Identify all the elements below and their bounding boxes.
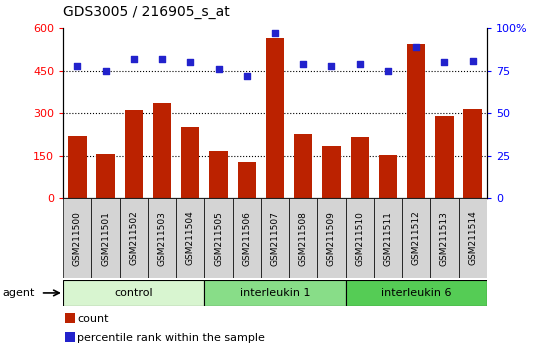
Point [412,44,421,50]
Bar [148,198,176,278]
Point [101,68,110,74]
Text: percentile rank within the sample: percentile rank within the sample [77,333,265,343]
Text: GSM211500: GSM211500 [73,211,82,266]
Bar [63,280,205,306]
Text: GSM211504: GSM211504 [186,211,195,266]
Bar [374,198,402,278]
Point [186,59,195,65]
Point [129,56,138,62]
Bar [345,198,374,278]
Text: GSM211511: GSM211511 [383,211,393,266]
Text: GSM211514: GSM211514 [468,211,477,266]
Point [214,66,223,72]
Point [73,63,82,69]
Text: interleukin 1: interleukin 1 [240,288,310,298]
Text: agent: agent [3,288,35,298]
Point [440,59,449,65]
Bar [379,155,397,198]
Bar [402,198,430,278]
Point [158,56,167,62]
Bar [435,116,454,198]
Text: interleukin 6: interleukin 6 [381,288,452,298]
Point [243,73,251,79]
Text: GSM211506: GSM211506 [242,211,251,266]
Bar [238,162,256,198]
Point [271,30,279,36]
Bar [261,198,289,278]
Text: control: control [114,288,153,298]
Point [327,63,336,69]
Text: GSM211512: GSM211512 [411,211,421,266]
Bar [125,110,143,198]
Bar [233,198,261,278]
Bar [205,280,345,306]
Bar [176,198,205,278]
Bar [153,103,171,198]
Bar [91,198,120,278]
Text: GSM211507: GSM211507 [271,211,279,266]
Text: GSM211503: GSM211503 [157,211,167,266]
Bar [294,134,312,198]
Bar [210,151,228,198]
Text: GSM211505: GSM211505 [214,211,223,266]
Bar [205,198,233,278]
Text: GSM211508: GSM211508 [299,211,308,266]
Text: GSM211502: GSM211502 [129,211,139,266]
Bar [322,146,340,198]
Bar [63,198,91,278]
Point [299,61,307,67]
Text: GSM211501: GSM211501 [101,211,110,266]
Bar [350,137,369,198]
Bar [96,154,115,198]
Bar [430,198,459,278]
Bar [317,198,345,278]
Bar [120,198,148,278]
Point [355,61,364,67]
Bar [289,198,317,278]
Bar [68,136,86,198]
Bar [407,44,425,198]
Point [383,68,392,74]
Bar [345,280,487,306]
Bar [464,109,482,198]
Point [468,58,477,63]
Text: GDS3005 / 216905_s_at: GDS3005 / 216905_s_at [63,5,230,19]
Bar [266,38,284,198]
Bar [459,198,487,278]
Text: GSM211510: GSM211510 [355,211,364,266]
Text: count: count [77,314,108,324]
Text: GSM211509: GSM211509 [327,211,336,266]
Bar [181,127,200,198]
Text: GSM211513: GSM211513 [440,211,449,266]
